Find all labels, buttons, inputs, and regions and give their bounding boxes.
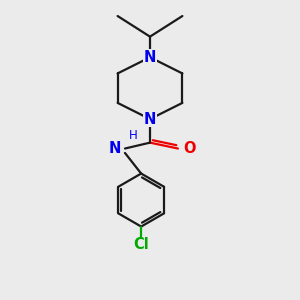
Text: Cl: Cl	[133, 237, 149, 252]
Text: H: H	[128, 129, 137, 142]
Text: N: N	[144, 112, 156, 127]
Text: N: N	[144, 50, 156, 65]
Text: N: N	[109, 141, 122, 156]
Text: O: O	[183, 141, 196, 156]
